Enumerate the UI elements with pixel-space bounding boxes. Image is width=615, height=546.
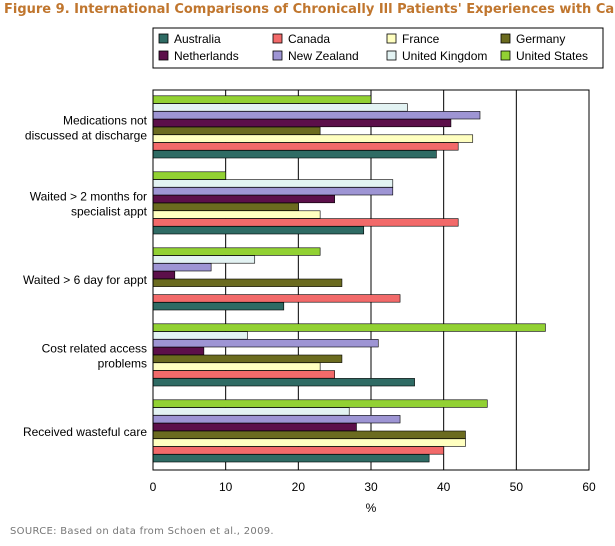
bar bbox=[152, 446, 444, 455]
bar bbox=[152, 150, 437, 159]
bar bbox=[152, 103, 408, 112]
category-label: discussed at discharge bbox=[25, 129, 147, 143]
bar bbox=[152, 171, 226, 180]
figure-title: Figure 9. International Comparisons of C… bbox=[4, 2, 615, 17]
bar bbox=[152, 142, 459, 151]
bar bbox=[152, 378, 415, 387]
bar bbox=[152, 454, 430, 463]
bar bbox=[152, 430, 466, 439]
legend-label: United States bbox=[516, 49, 588, 63]
bar bbox=[152, 438, 466, 447]
bar bbox=[152, 399, 488, 408]
bar bbox=[152, 302, 285, 311]
category-label: Received wasteful care bbox=[23, 425, 147, 439]
category-label: Waited > 6 day for appt bbox=[23, 273, 148, 287]
bar bbox=[152, 407, 350, 416]
legend-swatch bbox=[386, 50, 397, 61]
bar-group bbox=[152, 95, 546, 463]
bar bbox=[152, 95, 372, 104]
bar bbox=[152, 126, 321, 135]
legend-swatch bbox=[500, 33, 511, 44]
bar bbox=[152, 422, 357, 432]
legend-label: United Kingdom bbox=[402, 49, 487, 63]
legend-label: Germany bbox=[516, 32, 565, 46]
legend: Australia Canada France Germany Netherlands N… bbox=[158, 32, 588, 63]
bar bbox=[152, 294, 401, 303]
category-label: specialist appt bbox=[71, 205, 148, 219]
plot-area-frame bbox=[152, 89, 590, 471]
legend-label: Canada bbox=[288, 32, 330, 46]
bar bbox=[152, 354, 343, 363]
source-note: SOURCE: Based on data from Schoen et al.… bbox=[10, 526, 274, 537]
legend-label: Netherlands bbox=[174, 49, 239, 63]
legend-swatch bbox=[500, 50, 511, 61]
legend-label: Australia bbox=[174, 32, 221, 46]
x-tick-label: 40 bbox=[437, 480, 451, 494]
x-tick-label: 30 bbox=[364, 480, 378, 494]
bar bbox=[152, 134, 474, 143]
bar bbox=[152, 210, 321, 219]
bar bbox=[152, 346, 205, 356]
legend-swatch bbox=[272, 33, 283, 44]
x-tick-label: 50 bbox=[510, 480, 524, 494]
legend-swatch bbox=[386, 33, 397, 44]
x-tick-label: 10 bbox=[219, 480, 233, 494]
bar bbox=[152, 270, 176, 280]
category-label: Medications not bbox=[63, 114, 148, 128]
legend-box bbox=[152, 27, 604, 69]
x-tick-label: 0 bbox=[150, 480, 157, 494]
bar bbox=[152, 255, 256, 264]
bar bbox=[152, 339, 379, 348]
bar bbox=[152, 415, 401, 424]
bar bbox=[152, 247, 321, 256]
bar bbox=[152, 179, 394, 188]
bar bbox=[152, 370, 335, 379]
bar bbox=[152, 323, 546, 332]
bar bbox=[152, 202, 299, 211]
category-label: Waited > 2 months for bbox=[30, 190, 147, 204]
bar bbox=[152, 118, 452, 128]
x-axis-ticks: 0 10 20 30 40 50 60 bbox=[150, 480, 596, 494]
bar bbox=[152, 218, 459, 227]
bar bbox=[152, 187, 394, 196]
legend-label: New Zealand bbox=[288, 49, 359, 63]
bar bbox=[152, 194, 335, 204]
bar bbox=[152, 226, 365, 235]
bar bbox=[152, 278, 343, 287]
bar bbox=[152, 263, 212, 272]
legend-swatch bbox=[158, 50, 169, 61]
category-label: Cost related access bbox=[42, 342, 147, 356]
bar bbox=[152, 111, 481, 120]
bar bbox=[152, 362, 321, 371]
x-axis-label: % bbox=[366, 501, 377, 515]
bar bbox=[152, 331, 248, 340]
legend-swatch bbox=[158, 33, 169, 44]
legend-label: France bbox=[402, 32, 440, 46]
x-tick-label: 60 bbox=[582, 480, 596, 494]
category-label: problems bbox=[98, 357, 147, 371]
x-tick-label: 20 bbox=[292, 480, 306, 494]
legend-swatch bbox=[272, 50, 283, 61]
